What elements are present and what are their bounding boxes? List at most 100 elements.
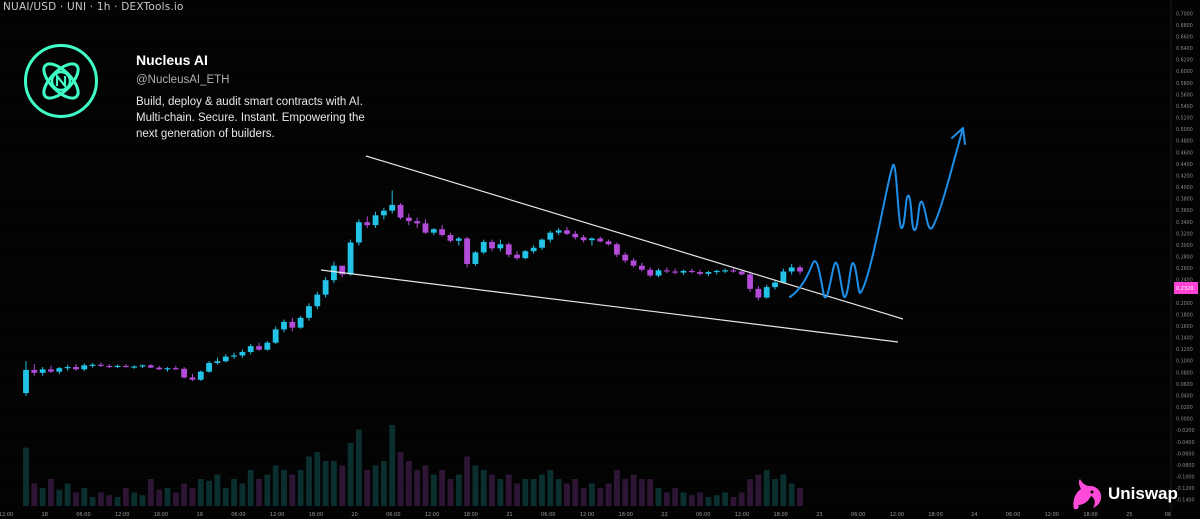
- volume-bar: [738, 492, 745, 506]
- volume-bar: [530, 479, 537, 506]
- y-tick-label: 0.0200: [1176, 405, 1193, 411]
- volume-bar: [380, 461, 387, 506]
- volume-bar: [222, 488, 229, 506]
- volume-bar: [31, 483, 38, 506]
- volume-bar: [189, 488, 196, 506]
- candle-body: [672, 271, 679, 273]
- x-tick-label: 06: [1165, 512, 1171, 518]
- y-tick-label: 0.2400: [1176, 278, 1193, 284]
- x-tick-label: 18:00: [928, 512, 942, 518]
- x-axis: 12:00 18 06:00 12:00 18:00 19 06:00 12:00 18:00 2…: [0, 512, 1171, 518]
- candle-body: [688, 270, 695, 273]
- volume-bar: [572, 479, 579, 506]
- candle-body: [131, 366, 138, 368]
- volume-bar: [505, 474, 512, 506]
- candle-body: [364, 222, 371, 226]
- candle-body: [539, 239, 545, 248]
- candle-body: [697, 272, 704, 274]
- candle-body: [439, 229, 446, 235]
- candle-body: [505, 244, 512, 255]
- x-tick-label: 06:00: [231, 512, 245, 518]
- candle-body: [730, 270, 737, 272]
- x-tick-label: 12:00: [735, 512, 749, 518]
- volume-bar: [713, 495, 720, 506]
- projection-path: [789, 127, 966, 299]
- x-tick-label: 12:00: [270, 512, 284, 518]
- x-tick-label: 18:00: [619, 512, 633, 518]
- candle-body: [339, 265, 346, 275]
- volume-bar: [722, 492, 729, 506]
- candle-body: [56, 368, 63, 372]
- volume-bar: [564, 483, 570, 506]
- profile-handle[interactable]: @NucleusAI_ETH: [136, 74, 230, 86]
- candle-body: [281, 321, 287, 330]
- volume-bar: [364, 470, 371, 506]
- y-tick-label: 0.1000: [1176, 359, 1193, 365]
- y-axis: 0.7000 0.6800 0.6600 0.6400 0.6200 0.6000 0.58…: [1170, 0, 1195, 510]
- candle-body: [197, 371, 204, 380]
- y-tick-label: 0.3600: [1176, 208, 1193, 214]
- x-tick-label: 06:00: [386, 512, 400, 518]
- candle-body: [622, 254, 629, 261]
- candle-body: [572, 233, 579, 238]
- y-tick-label: 0.5800: [1176, 81, 1193, 87]
- y-tick-label: 0.0800: [1176, 370, 1193, 376]
- volume-bar: [322, 461, 329, 506]
- candle-body: [422, 223, 429, 233]
- volume-bar: [314, 452, 321, 506]
- candle-body: [214, 361, 221, 363]
- volume-bar: [763, 470, 770, 506]
- candle-body: [605, 241, 612, 245]
- y-tick-label: 0.2600: [1176, 266, 1193, 272]
- candle-body: [31, 369, 38, 373]
- x-tick-label: 06:00: [851, 512, 865, 518]
- x-tick-label: 18:00: [773, 512, 787, 518]
- volume-bar: [48, 479, 54, 506]
- lower-trendline: [320, 269, 899, 343]
- candle-body: [122, 365, 129, 368]
- volume-bar: [239, 483, 246, 506]
- candle-body: [289, 321, 296, 328]
- volume-bar: [613, 470, 620, 506]
- candle-body: [331, 265, 337, 281]
- volume-bar: [780, 474, 787, 506]
- y-tick-label: 0.5000: [1176, 127, 1193, 133]
- volume-bar: [497, 479, 504, 506]
- candle-body: [264, 342, 271, 350]
- volume-bar: [114, 497, 121, 506]
- candle-body: [322, 280, 329, 295]
- volume-bar: [472, 465, 479, 506]
- volume-bar: [647, 479, 654, 506]
- volume-bar: [272, 465, 279, 506]
- candle-body: [206, 362, 213, 372]
- candle-body: [314, 294, 321, 307]
- x-tick-label: 18: [42, 512, 48, 518]
- y-tick-label: 0.6200: [1176, 58, 1193, 64]
- x-tick-label: 06:00: [1006, 512, 1020, 518]
- volume-bar: [797, 488, 803, 506]
- volume-bar: [214, 474, 221, 506]
- x-tick-label: 12:00: [580, 512, 594, 518]
- upper-trendline: [365, 155, 904, 320]
- candle-body: [106, 365, 113, 368]
- volume-bar: [688, 495, 695, 506]
- y-tick-label: 0.5400: [1176, 104, 1193, 110]
- volume-bar: [97, 492, 104, 506]
- candle-body: [247, 346, 254, 352]
- y-tick-label: 0.3400: [1176, 220, 1193, 226]
- y-tick-label: 0.2000: [1176, 301, 1193, 307]
- candle-body: [73, 367, 79, 370]
- candle-body: [97, 364, 104, 366]
- volume-bar: [289, 474, 296, 506]
- profile-card: Nucleus AI @NucleusAI_ETH Build, deploy …: [24, 44, 404, 154]
- volume-bar: [539, 474, 545, 506]
- candle-body: [222, 356, 229, 362]
- x-tick-label: 19: [196, 512, 202, 518]
- volume-bar: [755, 474, 762, 506]
- volume-bar: [663, 492, 670, 506]
- projection-arrowhead: [951, 127, 966, 145]
- candle-body: [48, 369, 54, 372]
- volume-bar: [555, 479, 562, 506]
- y-tick-label: 0.2800: [1176, 255, 1193, 261]
